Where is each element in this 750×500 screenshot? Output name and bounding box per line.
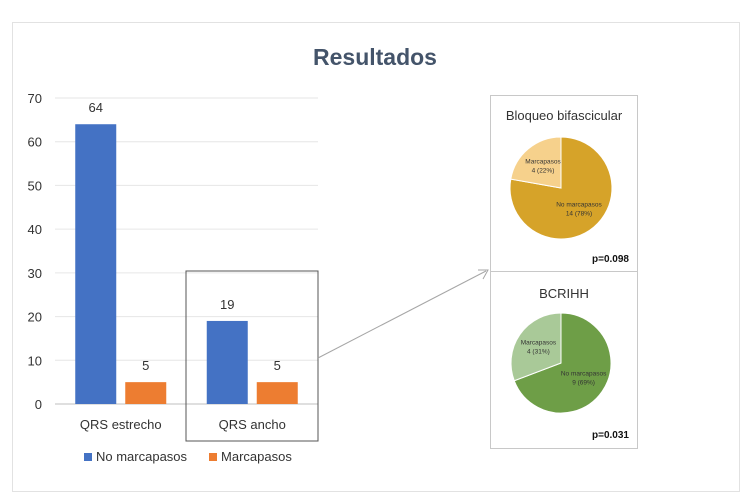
slice-name-label: Marcapasos bbox=[521, 339, 557, 346]
x-tick-label: QRS estrecho bbox=[80, 417, 162, 432]
y-tick-label: 70 bbox=[28, 91, 42, 106]
slice-value-label: 4 (31%) bbox=[527, 348, 550, 355]
y-tick-label: 0 bbox=[35, 397, 42, 412]
chart-title: Resultados bbox=[313, 44, 437, 70]
pie-panel-bloqueo-bifascicular: Bloqueo bifascicular No marcapasos 14 (78… bbox=[490, 95, 638, 273]
pie-title: Bloqueo bifascicular bbox=[505, 108, 623, 123]
pie-chart-bloqueo-bifascicular: No marcapasos 14 (78%) Marcapasos 4 (22%) bbox=[509, 136, 613, 240]
slice-name-label: No marcapasos bbox=[561, 371, 607, 378]
x-tick-label: QRS ancho bbox=[219, 417, 286, 432]
data-label: 64 bbox=[89, 100, 103, 115]
y-tick-label: 50 bbox=[28, 178, 42, 193]
slice-value-label: 4 (22%) bbox=[532, 168, 555, 175]
p-value: p=0.098 bbox=[592, 254, 629, 265]
data-label: 5 bbox=[142, 358, 149, 373]
legend-label: No marcapasos bbox=[96, 449, 188, 464]
pie-title: BCRIHH bbox=[539, 286, 589, 301]
data-label: 19 bbox=[220, 297, 234, 312]
y-tick-label: 40 bbox=[28, 222, 42, 237]
p-value: p=0.031 bbox=[592, 430, 629, 441]
pie-slice-marcapasos bbox=[510, 136, 562, 189]
pie-panel-bcrihh: BCRIHH No marcapasos 9 (69%) Marcapasos 4 (… bbox=[490, 271, 638, 449]
slice-value-label: 9 (69%) bbox=[572, 380, 595, 387]
bar-no-marcapasos bbox=[75, 124, 117, 404]
pie-chart-bcrihh: No marcapasos 9 (69%) Marcapasos 4 (31%) bbox=[510, 312, 612, 414]
bar-marcapasos bbox=[125, 382, 167, 404]
legend-label: Marcapasos bbox=[221, 449, 292, 464]
slice-name-label: No marcapasos bbox=[556, 202, 602, 209]
pie-slice-marcapasos bbox=[510, 312, 562, 382]
data-label: 5 bbox=[274, 358, 281, 373]
legend: No marcapasos Marcapasos bbox=[84, 449, 292, 464]
y-tick-label: 20 bbox=[28, 310, 42, 325]
slice-value-label: 14 (78%) bbox=[566, 211, 592, 218]
y-tick-label: 60 bbox=[28, 135, 42, 150]
bar-marcapasos bbox=[256, 382, 298, 404]
bar-no-marcapasos bbox=[206, 320, 248, 404]
legend-swatch bbox=[84, 452, 92, 461]
slice-name-label: Marcapasos bbox=[525, 159, 561, 166]
highlight-box bbox=[185, 270, 319, 442]
y-tick-label: 30 bbox=[28, 266, 42, 281]
legend-item-marcapasos: Marcapasos bbox=[209, 449, 292, 464]
connector-arrow bbox=[317, 270, 487, 359]
y-tick-label: 10 bbox=[28, 353, 42, 368]
pie-slice-no-marcapasos bbox=[513, 312, 612, 414]
connector-arrowhead bbox=[478, 269, 489, 280]
legend-swatch bbox=[209, 452, 218, 461]
legend-item-no-marcapasos: No marcapasos bbox=[84, 449, 187, 464]
